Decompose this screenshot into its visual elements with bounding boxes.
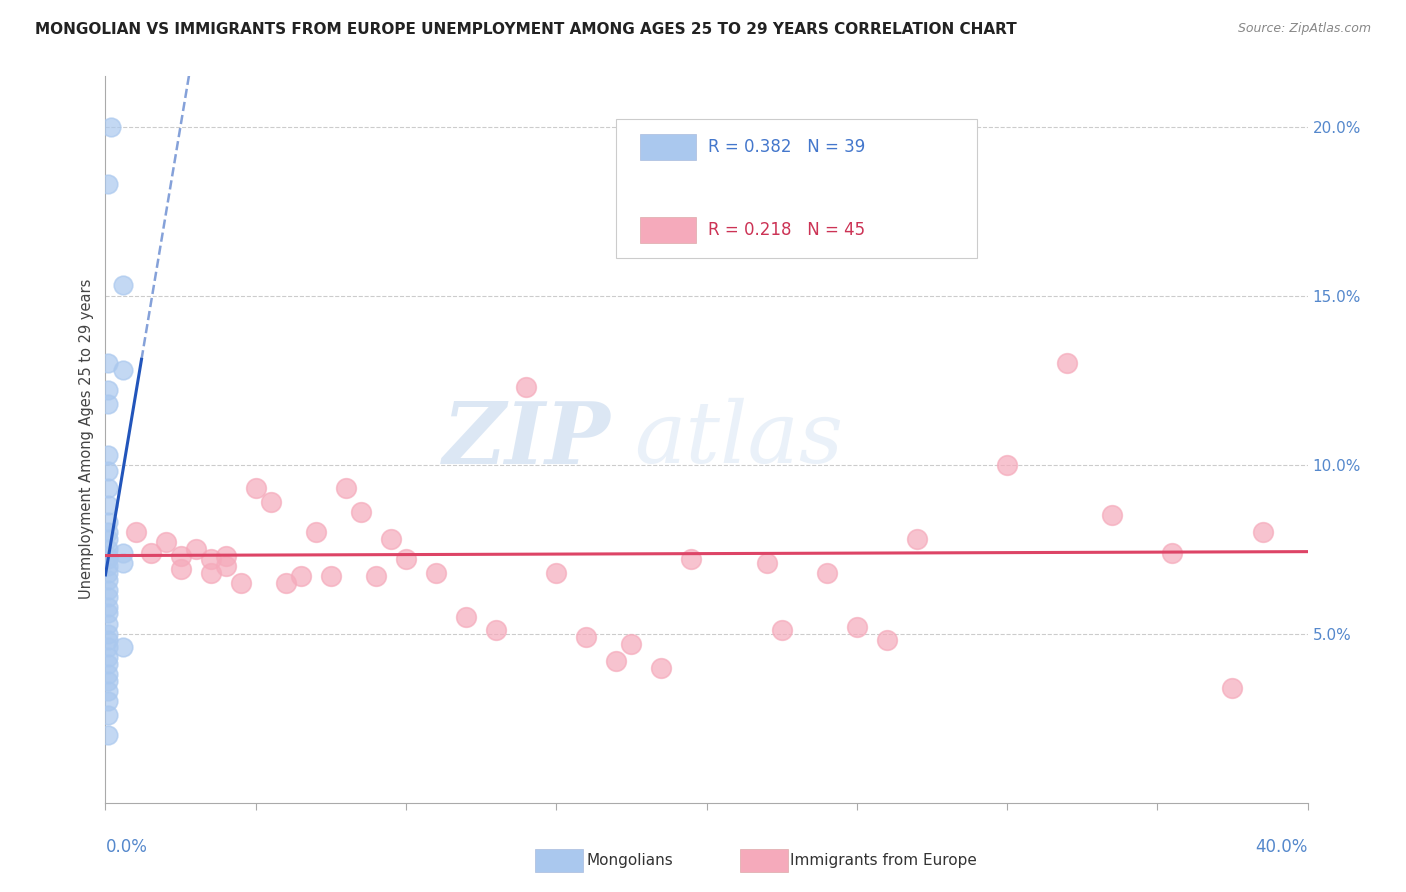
Point: [845, 620, 868, 634]
Point: [97, 566, 120, 580]
Point: [97, 559, 120, 574]
Point: [97, 515, 120, 529]
FancyBboxPatch shape: [616, 120, 977, 258]
Text: ZIP: ZIP: [443, 398, 610, 481]
Point: [97, 657, 120, 672]
Point: [755, 556, 778, 570]
Point: [97, 582, 120, 597]
Point: [620, 637, 643, 651]
Point: [605, 654, 627, 668]
Point: [97, 552, 120, 566]
Text: Mongolians: Mongolians: [586, 854, 672, 868]
Point: [97, 177, 120, 191]
Point: [380, 532, 402, 546]
Point: [1251, 525, 1274, 540]
Text: atlas: atlas: [634, 398, 844, 481]
Point: [97, 384, 120, 398]
Point: [112, 363, 135, 377]
Point: [97, 498, 120, 512]
Point: [97, 481, 120, 495]
Point: [260, 495, 283, 509]
Point: [515, 380, 537, 394]
Point: [112, 545, 135, 559]
Text: MONGOLIAN VS IMMIGRANTS FROM EUROPE UNEMPLOYMENT AMONG AGES 25 TO 29 YEARS CORRE: MONGOLIAN VS IMMIGRANTS FROM EUROPE UNEM…: [35, 22, 1017, 37]
Point: [97, 667, 120, 681]
Point: [770, 624, 793, 638]
Point: [169, 549, 191, 563]
Point: [97, 684, 120, 698]
FancyBboxPatch shape: [640, 217, 696, 243]
FancyBboxPatch shape: [640, 134, 696, 161]
Point: [995, 458, 1018, 472]
Point: [650, 660, 672, 674]
Point: [97, 616, 120, 631]
Point: [97, 607, 120, 621]
Point: [364, 569, 387, 583]
Point: [97, 650, 120, 665]
Point: [395, 552, 418, 566]
Point: [112, 278, 135, 293]
Point: [97, 674, 120, 689]
Point: [97, 465, 120, 479]
Point: [425, 566, 447, 580]
Point: [97, 707, 120, 722]
Point: [97, 599, 120, 614]
Point: [200, 552, 222, 566]
Point: [335, 481, 357, 495]
Text: 40.0%: 40.0%: [1256, 838, 1308, 855]
Point: [681, 552, 703, 566]
Point: [815, 566, 838, 580]
Point: [456, 610, 478, 624]
Text: R = 0.382   N = 39: R = 0.382 N = 39: [707, 138, 865, 156]
Point: [546, 566, 568, 580]
Text: Source: ZipAtlas.com: Source: ZipAtlas.com: [1237, 22, 1371, 36]
Point: [305, 525, 328, 540]
Point: [169, 562, 191, 576]
Point: [97, 633, 120, 648]
Point: [905, 532, 928, 546]
Point: [350, 505, 373, 519]
Point: [229, 576, 252, 591]
Point: [696, 221, 718, 235]
Point: [97, 448, 120, 462]
Point: [245, 481, 267, 495]
Point: [97, 640, 120, 655]
Point: [485, 624, 508, 638]
Y-axis label: Unemployment Among Ages 25 to 29 years: Unemployment Among Ages 25 to 29 years: [79, 279, 94, 599]
Point: [1056, 356, 1078, 370]
Point: [97, 626, 120, 640]
Point: [97, 542, 120, 557]
Point: [1222, 681, 1244, 695]
Point: [97, 590, 120, 604]
Point: [290, 569, 312, 583]
Point: [97, 549, 120, 563]
Point: [200, 566, 222, 580]
Point: [274, 576, 297, 591]
Point: [184, 542, 207, 557]
Point: [139, 545, 162, 559]
Point: [876, 633, 898, 648]
Point: [97, 573, 120, 587]
Text: R = 0.218   N = 45: R = 0.218 N = 45: [707, 221, 865, 239]
Point: [97, 532, 120, 546]
Point: [97, 728, 120, 742]
Point: [124, 525, 146, 540]
Point: [1161, 545, 1184, 559]
Point: [214, 559, 236, 574]
Point: [112, 640, 135, 655]
Point: [112, 556, 135, 570]
Point: [100, 120, 122, 134]
Point: [214, 549, 236, 563]
Point: [575, 630, 598, 644]
Point: [1101, 508, 1123, 523]
Point: [97, 694, 120, 708]
Point: [155, 535, 177, 549]
Point: [97, 397, 120, 411]
Text: 0.0%: 0.0%: [105, 838, 148, 855]
Point: [319, 569, 342, 583]
Text: Immigrants from Europe: Immigrants from Europe: [790, 854, 977, 868]
Point: [97, 356, 120, 370]
Point: [97, 525, 120, 540]
